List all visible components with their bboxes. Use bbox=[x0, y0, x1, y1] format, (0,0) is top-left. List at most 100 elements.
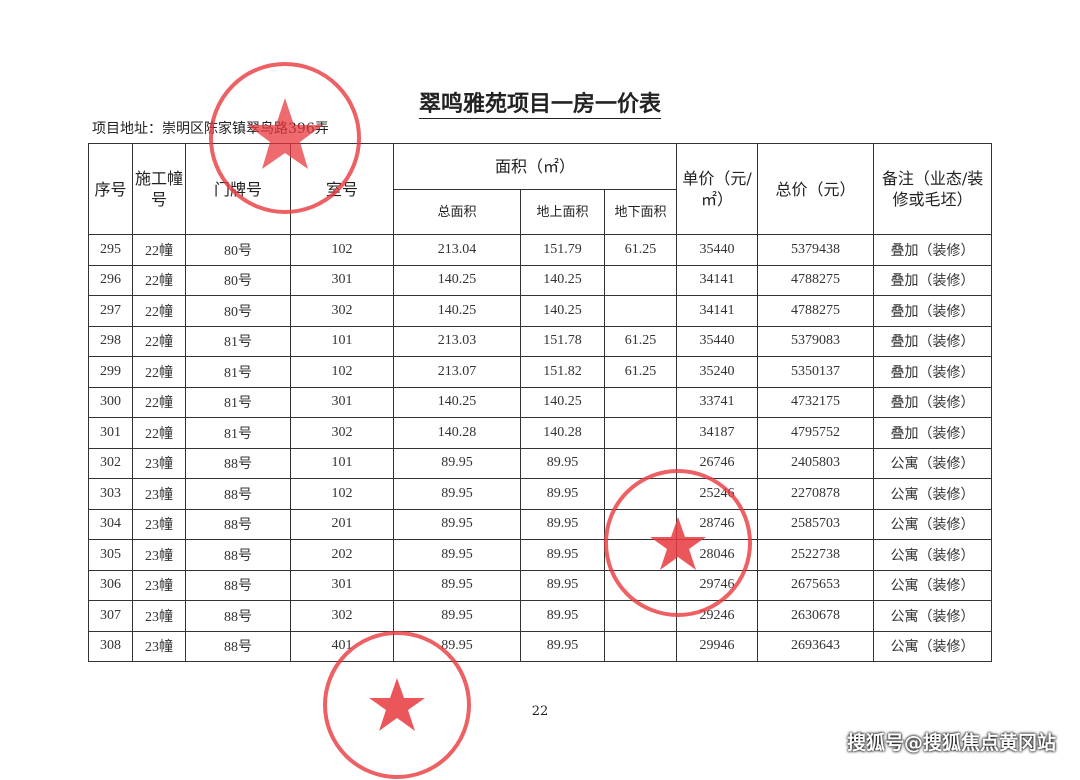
cell-door: 88号 bbox=[185, 600, 291, 632]
cell-total-area: 89.95 bbox=[393, 569, 521, 601]
price-table: 序号 施工幢号 门牌号 室号 面积（㎡） 单价（元/㎡） 总价（元） 备注（业态… bbox=[88, 143, 993, 662]
cell-total-area: 213.07 bbox=[393, 356, 521, 388]
table-row: 298 22幢 81号 101 213.03 151.78 61.25 35440 537908… bbox=[88, 325, 993, 357]
cell-below-area bbox=[603, 569, 678, 601]
cell-remark: 公寓（装修） bbox=[873, 539, 993, 571]
table-row: 304 23幢 88号 201 89.95 89.95 28746 2585703 公寓（装修） bbox=[88, 508, 993, 540]
cell-total-area: 140.25 bbox=[393, 295, 521, 327]
cell-total-price: 2522738 bbox=[757, 539, 875, 571]
cell-remark: 叠加（装修） bbox=[873, 234, 993, 266]
cell-building: 22幢 bbox=[132, 356, 186, 388]
cell-remark: 公寓（装修） bbox=[873, 630, 993, 662]
cell-remark: 叠加（装修） bbox=[873, 356, 993, 388]
table-row: 305 23幢 88号 202 89.95 89.95 28046 2522738 公寓（装修） bbox=[88, 539, 993, 571]
cell-door: 80号 bbox=[185, 264, 291, 296]
cell-above-area: 140.25 bbox=[520, 264, 605, 296]
cell-building: 23幢 bbox=[132, 447, 186, 479]
table-row: 308 23幢 88号 401 89.95 89.95 29946 2693643 公寓（装修） bbox=[88, 630, 993, 662]
cell-unit-price: 33741 bbox=[676, 386, 759, 418]
cell-remark: 公寓（装修） bbox=[873, 569, 993, 601]
cell-building: 22幢 bbox=[132, 234, 186, 266]
table-row: 297 22幢 80号 302 140.25 140.25 34141 4788275 叠加（装… bbox=[88, 295, 993, 327]
cell-unit-price: 35440 bbox=[676, 234, 759, 266]
table-row: 307 23幢 88号 302 89.95 89.95 29246 2630678 公寓（装修） bbox=[88, 600, 993, 632]
cell-door: 88号 bbox=[185, 630, 291, 662]
cell-seq: 303 bbox=[88, 478, 133, 510]
cell-total-price: 2270878 bbox=[757, 478, 875, 510]
cell-above-area: 89.95 bbox=[520, 539, 605, 571]
cell-unit-price: 34141 bbox=[676, 264, 759, 296]
cell-room: 302 bbox=[290, 295, 394, 327]
cell-above-area: 151.78 bbox=[520, 325, 605, 357]
cell-unit-price: 34187 bbox=[676, 417, 759, 449]
cell-door: 80号 bbox=[185, 295, 291, 327]
header-room: 室号 bbox=[290, 143, 394, 235]
cell-below-area: 61.25 bbox=[603, 356, 678, 388]
table-row: 296 22幢 80号 301 140.25 140.25 34141 4788275 叠加（装… bbox=[88, 264, 993, 296]
cell-door: 88号 bbox=[185, 569, 291, 601]
cell-seq: 298 bbox=[88, 325, 133, 357]
header-building: 施工幢号 bbox=[132, 143, 186, 235]
cell-total-area: 140.28 bbox=[393, 417, 521, 449]
cell-above-area: 151.82 bbox=[520, 356, 605, 388]
cell-below-area: 61.25 bbox=[603, 234, 678, 266]
cell-above-area: 89.95 bbox=[520, 447, 605, 479]
cell-above-area: 89.95 bbox=[520, 569, 605, 601]
table-row: 302 23幢 88号 101 89.95 89.95 26746 2405803 公寓（装修） bbox=[88, 447, 993, 479]
cell-door: 88号 bbox=[185, 539, 291, 571]
table-row: 303 23幢 88号 102 89.95 89.95 25246 2270878 公寓（装修） bbox=[88, 478, 993, 510]
cell-building: 22幢 bbox=[132, 325, 186, 357]
watermark: 搜狐号@搜狐焦点黄冈站 bbox=[846, 732, 1056, 754]
cell-remark: 公寓（装修） bbox=[873, 447, 993, 479]
cell-total-area: 140.25 bbox=[393, 386, 521, 418]
cell-building: 23幢 bbox=[132, 508, 186, 540]
cell-building: 23幢 bbox=[132, 478, 186, 510]
document-title: 翠鸣雅苑项目一房一价表 bbox=[418, 91, 661, 119]
cell-room: 301 bbox=[290, 386, 394, 418]
cell-below-area: 61.25 bbox=[603, 325, 678, 357]
cell-building: 22幢 bbox=[132, 295, 186, 327]
cell-door: 88号 bbox=[185, 478, 291, 510]
cell-building: 22幢 bbox=[132, 264, 186, 296]
cell-unit-price: 29946 bbox=[676, 630, 759, 662]
table-row: 295 22幢 80号 102 213.04 151.79 61.25 35440 537943… bbox=[88, 234, 993, 266]
cell-room: 302 bbox=[290, 600, 394, 632]
cell-above-area: 89.95 bbox=[520, 600, 605, 632]
cell-above-area: 89.95 bbox=[520, 508, 605, 540]
cell-above-area: 140.25 bbox=[520, 386, 605, 418]
cell-unit-price: 29746 bbox=[676, 569, 759, 601]
page-number: 22 bbox=[531, 704, 549, 719]
cell-door: 88号 bbox=[185, 508, 291, 540]
cell-seq: 308 bbox=[88, 630, 133, 662]
cell-above-area: 140.28 bbox=[520, 417, 605, 449]
cell-total-price: 2675653 bbox=[757, 569, 875, 601]
cell-seq: 299 bbox=[88, 356, 133, 388]
cell-total-area: 89.95 bbox=[393, 508, 521, 540]
header-area: 面积（㎡） bbox=[392, 143, 678, 190]
cell-below-area bbox=[603, 600, 678, 632]
cell-total-price: 5379438 bbox=[757, 234, 875, 266]
cell-total-price: 2585703 bbox=[757, 508, 875, 540]
cell-below-area bbox=[603, 539, 678, 571]
cell-unit-price: 35240 bbox=[676, 356, 759, 388]
cell-remark: 叠加（装修） bbox=[873, 386, 993, 418]
cell-unit-price: 34141 bbox=[676, 295, 759, 327]
cell-seq: 301 bbox=[88, 417, 133, 449]
cell-building: 23幢 bbox=[132, 600, 186, 632]
cell-door: 81号 bbox=[185, 417, 291, 449]
cell-total-price: 5379083 bbox=[757, 325, 875, 357]
table-row: 299 22幢 81号 102 213.07 151.82 61.25 35240 535013… bbox=[88, 356, 993, 388]
cell-remark: 公寓（装修） bbox=[873, 600, 993, 632]
cell-total-area: 89.95 bbox=[393, 478, 521, 510]
cell-door: 80号 bbox=[185, 234, 291, 266]
cell-room: 102 bbox=[290, 234, 394, 266]
cell-above-area: 89.95 bbox=[520, 630, 605, 662]
cell-below-area bbox=[603, 447, 678, 479]
cell-total-price: 2630678 bbox=[757, 600, 875, 632]
cell-remark: 公寓（装修） bbox=[873, 508, 993, 540]
cell-seq: 305 bbox=[88, 539, 133, 571]
cell-door: 81号 bbox=[185, 325, 291, 357]
header-remark: 备注（业态/装修或毛坯） bbox=[873, 143, 993, 235]
cell-seq: 296 bbox=[88, 264, 133, 296]
cell-total-price: 5350137 bbox=[757, 356, 875, 388]
